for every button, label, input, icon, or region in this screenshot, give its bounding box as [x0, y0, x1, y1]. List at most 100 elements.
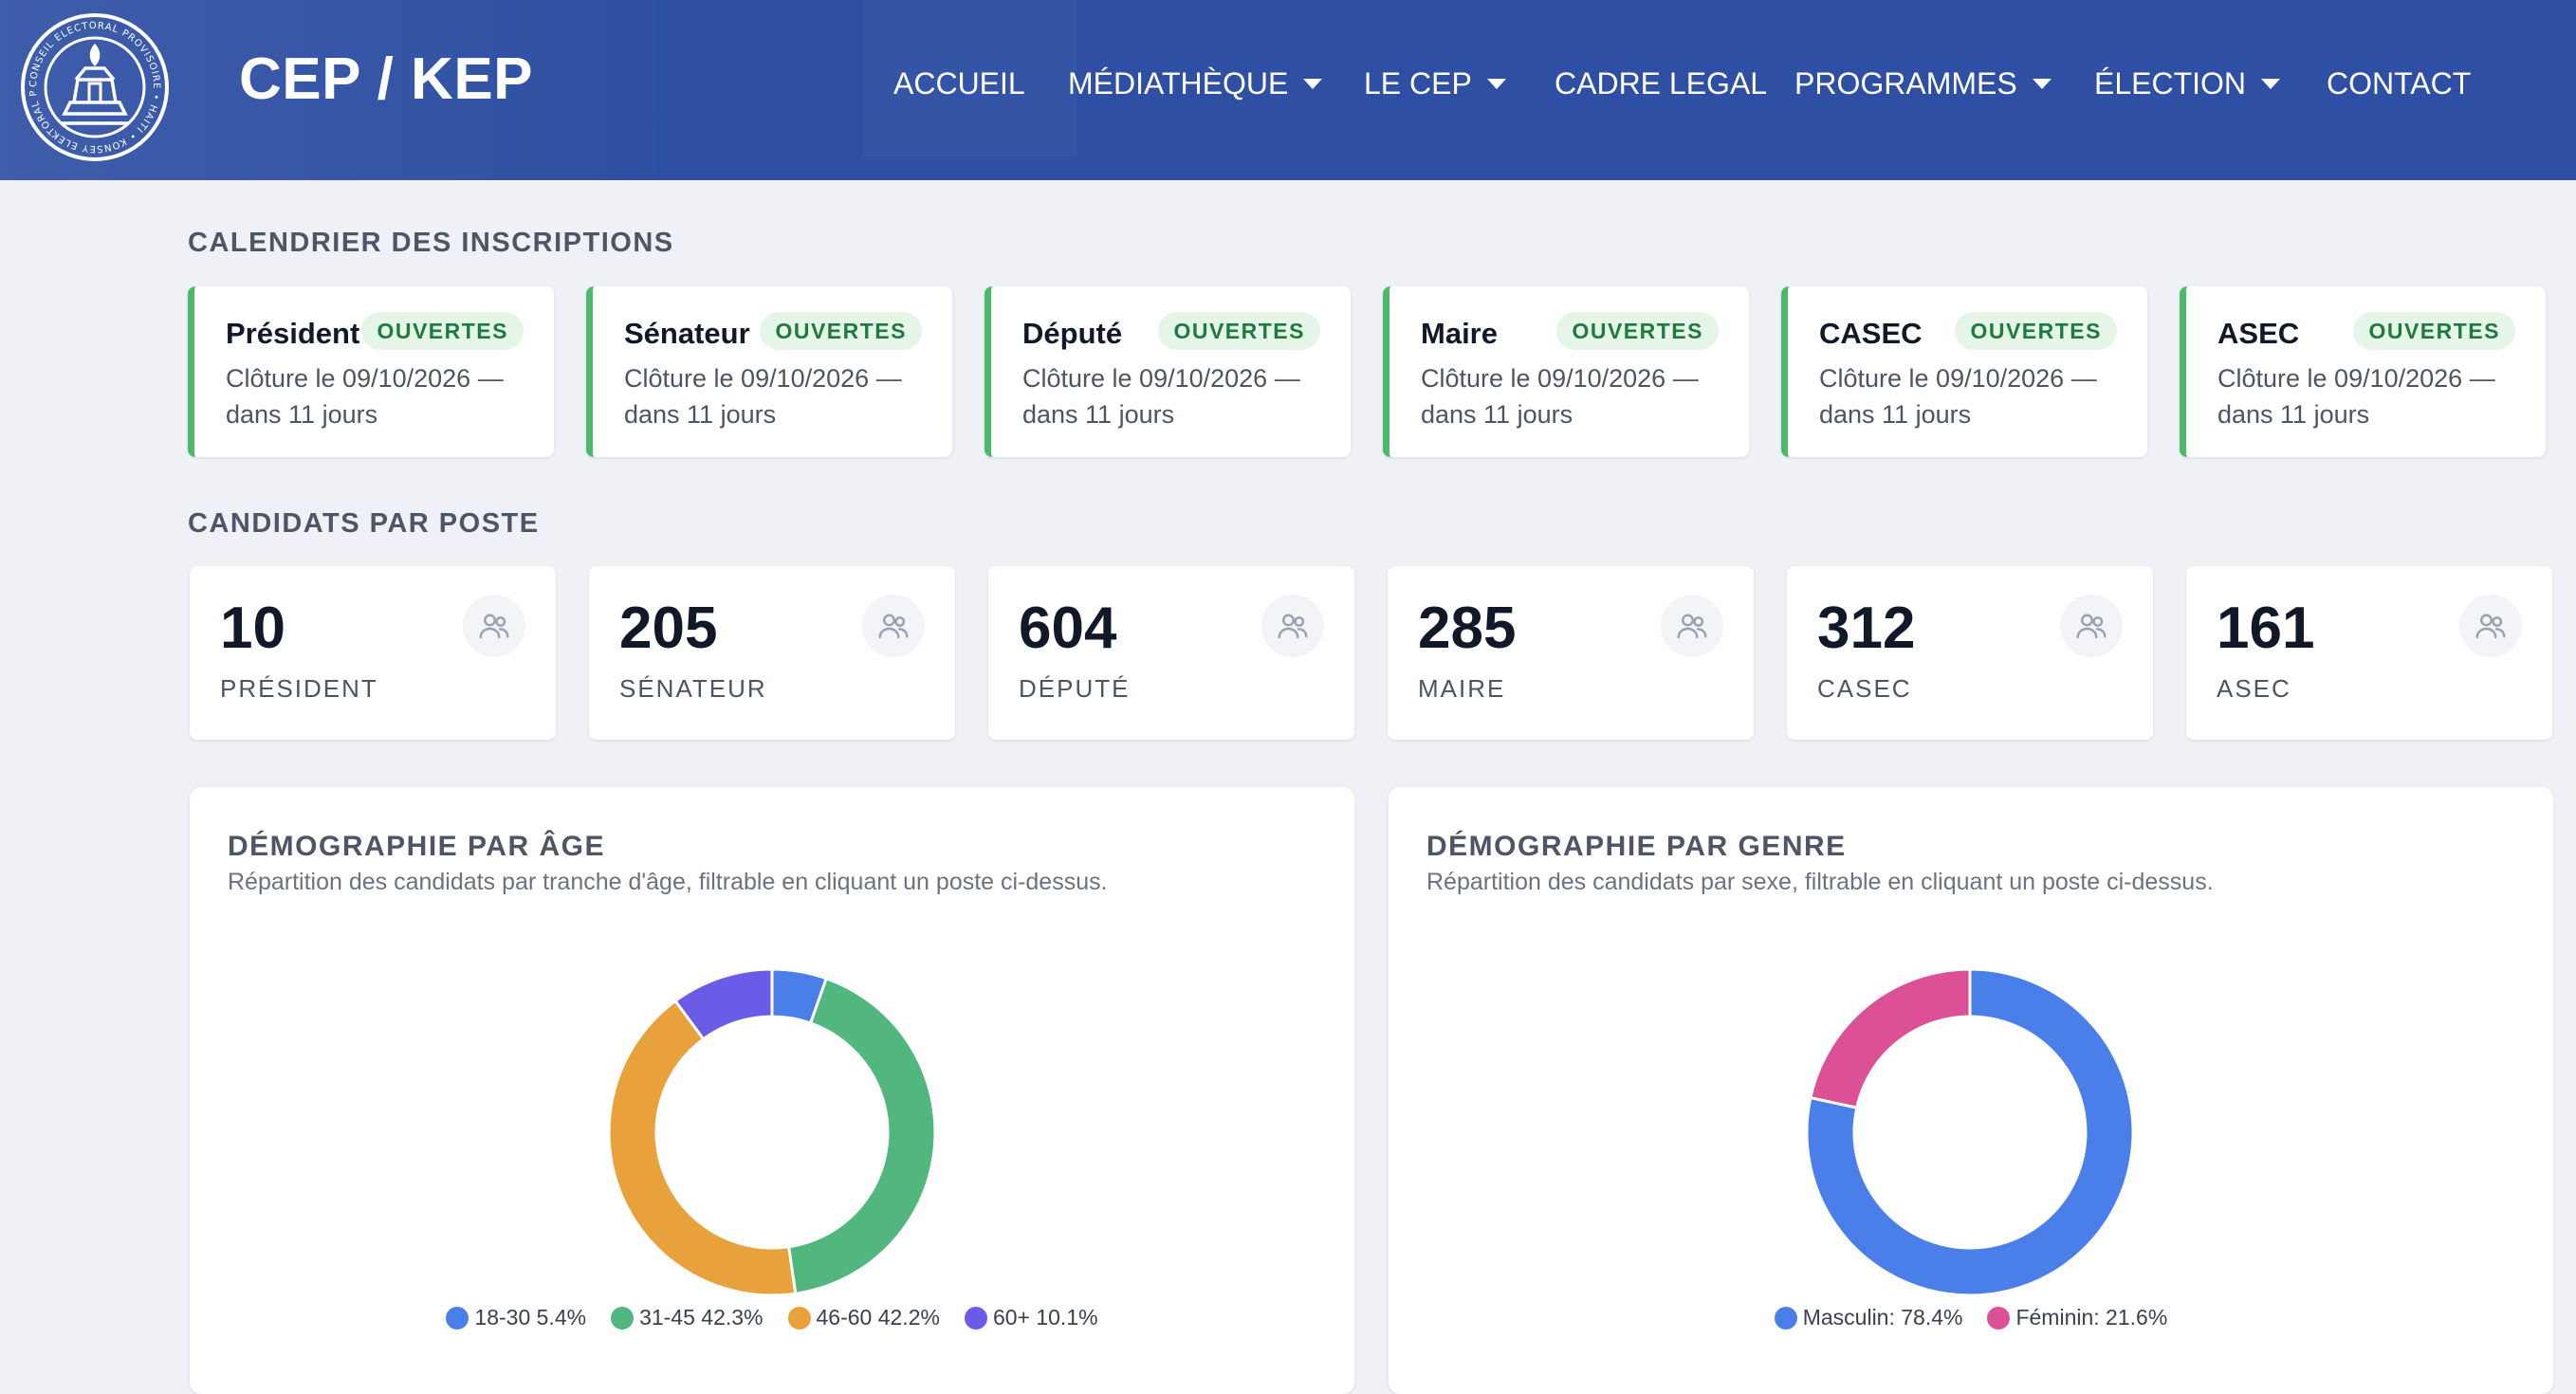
age-donut-chart[interactable]: [582, 943, 962, 1322]
registration-post: Sénateur: [624, 317, 750, 350]
legend-item-31-45[interactable]: 31-45 42.3%: [611, 1305, 764, 1330]
caret-down-icon: [2261, 78, 2281, 89]
candidate-count: 10: [220, 596, 285, 661]
nav-label: CONTACT: [2327, 65, 2472, 101]
legend-item-46-60[interactable]: 46-60 42.2%: [787, 1305, 940, 1330]
brand-title[interactable]: CEP / KEP: [239, 46, 534, 112]
legend-item-18-30[interactable]: 18-30 5.4%: [446, 1305, 586, 1330]
donut-slice-masculin[interactable]: [1805, 967, 2135, 1297]
days-remaining: dans 11 jours: [226, 400, 378, 429]
closing-date: Clôture le 09/10/2026 —: [1421, 364, 1699, 393]
age-legend: 18-30 5.4% 31-45 42.3% 46-60 42.2% 60+ 1…: [190, 1305, 1354, 1330]
users-icon: [2459, 595, 2522, 657]
caret-down-icon: [1303, 78, 1323, 89]
legend-item-masculin[interactable]: Masculin: 78.4%: [1774, 1305, 1963, 1330]
candidate-card-depute[interactable]: 604 DÉPUTÉ: [988, 566, 1354, 740]
status-badge: OUVERTES: [361, 312, 524, 350]
panel-title: DÉMOGRAPHIE PAR ÂGE: [228, 831, 605, 862]
users-icon: [463, 595, 525, 657]
legend-label: Masculin: 78.4%: [1802, 1305, 1963, 1330]
status-badge: OUVERTES: [1556, 312, 1719, 350]
nav-le-cep[interactable]: LE CEP: [1364, 64, 1506, 102]
cep-logo-icon[interactable]: CONSEIL ELECTORAL PROVISOIRE • HAITI • K…: [19, 11, 171, 163]
legend-swatch: [1987, 1306, 2011, 1330]
users-icon: [1661, 595, 1723, 657]
legend-item-60-plus[interactable]: 60+ 10.1%: [964, 1305, 1098, 1330]
panel-subtitle: Répartition des candidats par tranche d'…: [228, 869, 1108, 895]
registration-post: CASEC: [1819, 317, 1923, 350]
closing-date: Clôture le 09/10/2026 —: [624, 364, 902, 393]
registration-post: Maire: [1421, 317, 1498, 350]
candidate-post-label: CASEC: [1817, 674, 1912, 703]
legend-swatch: [1774, 1306, 1797, 1330]
legend-swatch: [611, 1306, 635, 1330]
nav-label: ACCUEIL: [893, 65, 1025, 101]
candidate-count: 285: [1418, 596, 1517, 661]
panel-subtitle: Répartition des candidats par sexe, filt…: [1426, 869, 2214, 895]
donut-slice-60-[interactable]: [672, 967, 774, 1041]
candidate-card-maire[interactable]: 285 MAIRE: [1388, 566, 1754, 740]
legend-label: 18-30 5.4%: [474, 1305, 587, 1330]
days-remaining: dans 11 jours: [1022, 400, 1175, 429]
status-badge: OUVERTES: [1158, 312, 1320, 350]
candidate-count: 312: [1817, 596, 1916, 661]
registration-card-depute: Député OUVERTES Clôture le 09/10/2026 — …: [984, 286, 1351, 457]
registration-card-president: Président OUVERTES Clôture le 09/10/2026…: [188, 286, 554, 457]
candidate-post-label: ASEC: [2217, 674, 2291, 703]
caret-down-icon: [1486, 78, 1506, 89]
legend-swatch: [964, 1306, 987, 1330]
closing-date: Clôture le 09/10/2026 —: [2217, 364, 2495, 393]
users-icon: [1261, 595, 1324, 657]
registration-card-senateur: Sénateur OUVERTES Clôture le 09/10/2026 …: [586, 286, 952, 457]
nav-label: ÉLECTION: [2094, 65, 2247, 101]
nav-mediatheque[interactable]: MÉDIATHÈQUE: [1068, 64, 1323, 102]
top-navbar: CONSEIL ELECTORAL PROVISOIRE • HAITI • K…: [0, 0, 2576, 180]
candidate-card-casec[interactable]: 312 CASEC: [1787, 566, 2153, 740]
candidate-count: 205: [619, 596, 718, 661]
legend-label: 46-60 42.2%: [816, 1305, 940, 1330]
legend-swatch: [787, 1306, 811, 1330]
days-remaining: dans 11 jours: [2217, 400, 2370, 429]
registration-post: Président: [226, 317, 360, 350]
registration-post: Député: [1022, 317, 1123, 350]
candidate-card-president[interactable]: 10 PRÉSIDENT: [190, 566, 556, 740]
closing-date: Clôture le 09/10/2026 —: [1819, 364, 2097, 393]
gender-donut-chart[interactable]: [1780, 943, 2160, 1322]
users-icon: [862, 595, 925, 657]
registration-post: ASEC: [2217, 317, 2300, 350]
registration-card-casec: CASEC OUVERTES Clôture le 09/10/2026 — d…: [1781, 286, 2147, 457]
nav-contact[interactable]: CONTACT: [2327, 64, 2471, 102]
status-badge: OUVERTES: [1955, 312, 2117, 350]
nav-programmes[interactable]: PROGRAMMES: [1794, 64, 2052, 102]
donut-slice-f-minin[interactable]: [1809, 967, 1972, 1110]
days-remaining: dans 11 jours: [1819, 400, 1972, 429]
candidate-card-senateur[interactable]: 205 SÉNATEUR: [589, 566, 955, 740]
age-demographics-panel: DÉMOGRAPHIE PAR ÂGE Répartition des cand…: [190, 787, 1354, 1394]
candidate-post-label: SÉNATEUR: [619, 674, 767, 703]
days-remaining: dans 11 jours: [1421, 400, 1573, 429]
nav-label: PROGRAMMES: [1794, 65, 2017, 101]
candidate-count: 604: [1019, 596, 1117, 661]
legend-item-feminin[interactable]: Féminin: 21.6%: [1987, 1305, 2167, 1330]
candidate-count: 161: [2217, 596, 2315, 661]
nav-label: LE CEP: [1364, 65, 1472, 101]
nav-label: CADRE LEGAL: [1555, 65, 1768, 101]
panel-title: DÉMOGRAPHIE PAR GENRE: [1426, 831, 1847, 862]
nav-election[interactable]: ÉLECTION: [2094, 64, 2281, 102]
registration-card-asec: ASEC OUVERTES Clôture le 09/10/2026 — da…: [2180, 286, 2546, 457]
legend-label: Féminin: 21.6%: [2015, 1305, 2168, 1330]
closing-date: Clôture le 09/10/2026 —: [226, 364, 504, 393]
status-badge: OUVERTES: [760, 312, 922, 350]
gender-demographics-panel: DÉMOGRAPHIE PAR GENRE Répartition des ca…: [1389, 787, 2553, 1394]
registration-section-title: CALENDRIER DES INSCRIPTIONS: [188, 228, 674, 258]
nav-cadre-legal[interactable]: CADRE LEGAL: [1555, 64, 1767, 102]
legend-label: 60+ 10.1%: [992, 1305, 1098, 1330]
gender-legend: Masculin: 78.4% Féminin: 21.6%: [1389, 1305, 2553, 1330]
closing-date: Clôture le 09/10/2026 —: [1022, 364, 1300, 393]
donut-slice-46-60[interactable]: [607, 999, 798, 1297]
donut-slice-31-45[interactable]: [786, 976, 937, 1295]
candidates-section-title: CANDIDATS PAR POSTE: [188, 508, 540, 539]
users-icon: [2060, 595, 2123, 657]
candidate-card-asec[interactable]: 161 ASEC: [2186, 566, 2552, 740]
nav-accueil[interactable]: ACCUEIL: [893, 64, 1025, 102]
